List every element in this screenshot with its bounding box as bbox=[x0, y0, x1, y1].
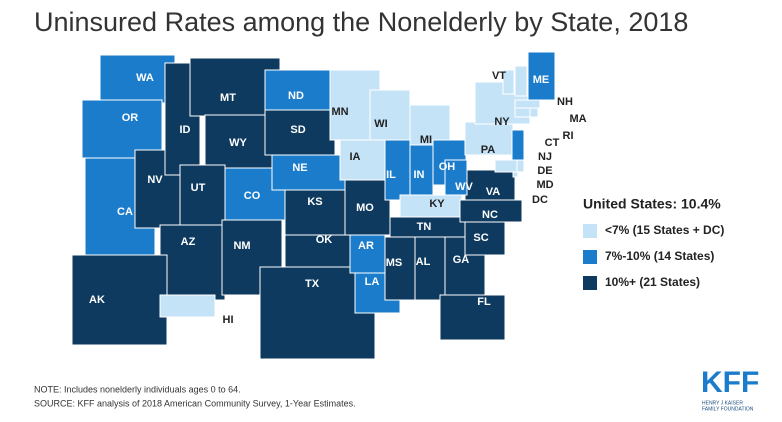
state bbox=[464, 221, 506, 256]
source: SOURCE: KFF analysis of 2018 American Co… bbox=[34, 398, 356, 408]
state-label: UT bbox=[191, 182, 206, 194]
state-label: DC bbox=[532, 194, 548, 206]
state bbox=[516, 159, 525, 173]
state bbox=[99, 54, 176, 104]
legend-title: United States: 10.4% bbox=[583, 196, 721, 212]
legend-label: <7% (15 States + DC) bbox=[605, 223, 724, 237]
state-label: MI bbox=[420, 134, 432, 146]
state-label: IN bbox=[414, 169, 425, 181]
state bbox=[414, 236, 446, 301]
state-label: SD bbox=[290, 124, 305, 136]
state-label: SC bbox=[473, 232, 488, 244]
state-label: WV bbox=[455, 181, 473, 193]
title: Uninsured Rates among the Nonelderly by … bbox=[34, 7, 688, 37]
state bbox=[527, 51, 556, 101]
state bbox=[339, 139, 386, 181]
state bbox=[514, 65, 528, 97]
state-label: NE bbox=[292, 162, 307, 174]
state-label: MO bbox=[356, 202, 374, 214]
state bbox=[71, 254, 168, 346]
legend-swatch bbox=[583, 250, 597, 264]
state-label: ND bbox=[288, 90, 304, 102]
state-label: LA bbox=[365, 276, 380, 288]
state-label: OR bbox=[122, 112, 139, 124]
state-label: OK bbox=[316, 234, 333, 246]
state bbox=[344, 179, 391, 236]
state bbox=[81, 99, 163, 159]
state-label: CO bbox=[244, 190, 261, 202]
legend: <7% (15 States + DC) 7%-10% (14 States) 10… bbox=[583, 223, 724, 290]
logo-subtitle: FAMILY FOUNDATION bbox=[702, 406, 754, 412]
note: NOTE: Includes nonelderly individuals ag… bbox=[34, 384, 241, 394]
logo: KFF bbox=[701, 366, 759, 399]
logo-subtitle: HENRY J KAISER bbox=[702, 400, 743, 406]
state-label: TN bbox=[417, 221, 432, 233]
state-label: WY bbox=[229, 137, 247, 149]
state bbox=[369, 89, 411, 141]
state-label: OH bbox=[439, 161, 456, 173]
state-label: MA bbox=[569, 113, 586, 125]
state bbox=[529, 107, 539, 118]
state-label: WI bbox=[374, 118, 387, 130]
legend-swatch bbox=[583, 224, 597, 238]
state bbox=[494, 159, 518, 173]
state-label: MD bbox=[536, 179, 553, 191]
map: WA OR CA NV ID MT WY UT AZ CO NM ND SD NE KS OK TX MN IA MO… bbox=[71, 51, 587, 360]
state-label: NH bbox=[557, 96, 573, 108]
state-label: WA bbox=[136, 72, 154, 84]
state-label: NC bbox=[482, 209, 498, 221]
state-label: VA bbox=[486, 186, 501, 198]
state-label: ME bbox=[533, 74, 550, 86]
state bbox=[439, 294, 506, 341]
state-label: GA bbox=[453, 254, 470, 266]
state-label: HI bbox=[223, 314, 234, 326]
state-label: TX bbox=[305, 278, 320, 290]
state-label: KS bbox=[307, 196, 322, 208]
state bbox=[512, 171, 519, 178]
state-label: ID bbox=[180, 124, 191, 136]
state-label: DE bbox=[537, 165, 552, 177]
state-label: VT bbox=[492, 70, 506, 82]
state bbox=[264, 69, 331, 111]
state-label: CA bbox=[117, 206, 133, 218]
legend-label: 7%-10% (14 States) bbox=[605, 249, 714, 263]
state-label: RI bbox=[563, 130, 574, 142]
state bbox=[502, 69, 515, 95]
state-label: AL bbox=[416, 256, 431, 268]
state bbox=[159, 294, 216, 318]
state-label: AK bbox=[89, 294, 105, 306]
state bbox=[271, 154, 351, 191]
state-label: NM bbox=[233, 240, 250, 252]
state-label: CT bbox=[545, 137, 560, 149]
legend-label: 10%+ (21 States) bbox=[605, 275, 700, 289]
state-label: NJ bbox=[538, 151, 552, 163]
state bbox=[384, 139, 411, 201]
state bbox=[349, 234, 386, 274]
state-label: IL bbox=[386, 169, 396, 181]
state bbox=[511, 129, 525, 161]
state bbox=[444, 159, 468, 196]
state bbox=[514, 99, 541, 109]
state-label: PA bbox=[481, 144, 496, 156]
state bbox=[179, 164, 226, 228]
state-label: AR bbox=[358, 240, 374, 252]
state-label: MT bbox=[220, 92, 236, 104]
state-label: MN bbox=[331, 106, 348, 118]
state-label: NV bbox=[147, 174, 163, 186]
state-label: MS bbox=[386, 257, 403, 269]
legend-swatch bbox=[583, 276, 597, 290]
state bbox=[384, 236, 416, 301]
state-label: NY bbox=[494, 116, 510, 128]
state-label: AZ bbox=[181, 236, 196, 248]
state-label: IA bbox=[350, 151, 361, 163]
state bbox=[204, 114, 274, 171]
state-label: KY bbox=[429, 198, 445, 210]
state bbox=[514, 107, 531, 118]
state-label: FL bbox=[477, 296, 491, 308]
